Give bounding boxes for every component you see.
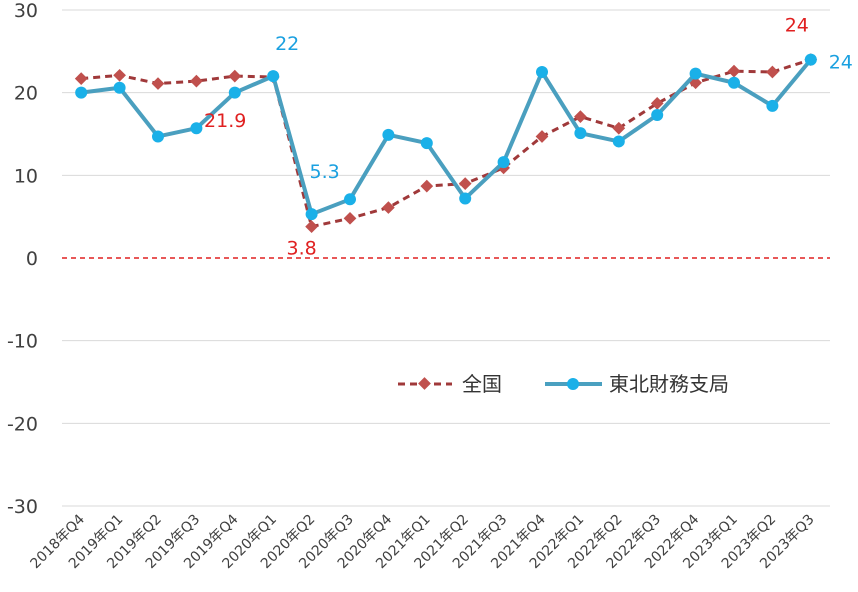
data-label: 24 [829, 52, 853, 74]
point-national [113, 68, 126, 82]
legend-marker-diamond [418, 377, 431, 390]
data-label: 5.3 [309, 161, 339, 183]
point-tohoku [228, 86, 241, 99]
point-tohoku [305, 208, 318, 221]
data-label: 3.8 [286, 238, 316, 260]
x-axis: 2018年Q42019年Q12019年Q22019年Q32019年Q42020年… [28, 511, 818, 572]
legend-label-tohoku: 東北財務支局 [609, 372, 729, 396]
series-line-national [81, 58, 812, 229]
gridlines [62, 9, 830, 507]
series-line-tohoku [80, 58, 813, 217]
point-tohoku [766, 99, 779, 112]
y-tick-label: 10 [14, 165, 38, 187]
y-tick-label: 0 [26, 248, 38, 270]
y-tick-label: 30 [14, 0, 38, 22]
point-tohoku [420, 137, 433, 150]
point-national [228, 69, 242, 83]
point-national [727, 64, 741, 78]
legend-label-national: 全国 [462, 372, 502, 396]
point-tohoku [497, 156, 510, 169]
y-tick-label: -30 [7, 496, 38, 518]
legend: 全国 東北財務支局 [398, 372, 729, 396]
point-national [382, 201, 395, 214]
y-axis: 30 20 10 0 -10 -20 -30 [7, 0, 38, 518]
data-label: 22 [275, 33, 299, 55]
point-tohoku [459, 192, 472, 205]
point-tohoku [152, 130, 164, 143]
point-national [190, 74, 203, 88]
point-national [574, 110, 587, 124]
point-national [458, 177, 472, 190]
y-tick-label: 20 [14, 83, 38, 105]
data-label: 21.9 [204, 110, 246, 132]
point-tohoku [267, 70, 280, 83]
point-national [343, 211, 357, 225]
point-tohoku [344, 193, 356, 206]
point-tohoku [612, 135, 625, 148]
y-tick-label: -20 [7, 413, 38, 435]
point-tohoku [113, 81, 126, 94]
point-tohoku [574, 127, 587, 140]
point-tohoku [536, 66, 548, 78]
data-labels: 21.9 22 3.8 5.3 24 24 [204, 15, 853, 260]
y-tick-label: -10 [7, 331, 38, 353]
point-tohoku [728, 76, 740, 89]
point-national [74, 72, 88, 85]
point-tohoku [651, 108, 664, 121]
point-tohoku [804, 53, 817, 66]
point-national [305, 220, 318, 233]
point-tohoku [190, 122, 203, 135]
series-group [74, 53, 818, 233]
point-tohoku [75, 86, 88, 99]
legend-marker-circle [567, 378, 579, 390]
point-tohoku [689, 67, 702, 80]
point-tohoku [382, 128, 395, 141]
point-national [420, 179, 434, 193]
point-national [151, 77, 165, 90]
point-national [766, 65, 779, 79]
data-label: 24 [785, 15, 809, 37]
